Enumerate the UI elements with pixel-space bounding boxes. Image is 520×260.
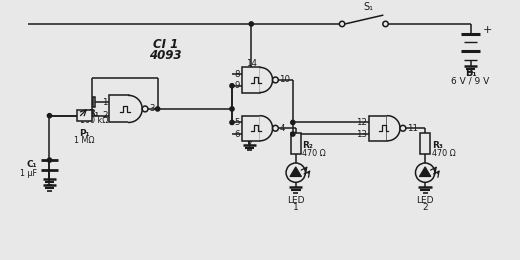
Text: 13: 13 bbox=[356, 129, 367, 139]
Text: 11: 11 bbox=[407, 124, 418, 133]
Text: 470 Ω: 470 Ω bbox=[303, 149, 326, 158]
FancyBboxPatch shape bbox=[242, 67, 260, 93]
Text: 470 Ω: 470 Ω bbox=[432, 149, 456, 158]
Text: 7: 7 bbox=[246, 141, 252, 150]
Text: 4: 4 bbox=[279, 124, 285, 133]
Polygon shape bbox=[290, 167, 302, 177]
Text: 6 V / 9 V: 6 V / 9 V bbox=[451, 76, 490, 85]
Text: 1 MΩ: 1 MΩ bbox=[74, 136, 95, 145]
Text: +: + bbox=[483, 25, 492, 35]
Bar bbox=[76, 110, 92, 121]
Text: C₁: C₁ bbox=[27, 160, 37, 170]
Circle shape bbox=[47, 114, 51, 118]
Text: 14: 14 bbox=[246, 59, 257, 68]
Polygon shape bbox=[260, 116, 272, 141]
FancyBboxPatch shape bbox=[369, 116, 387, 141]
Polygon shape bbox=[387, 116, 400, 141]
Text: R₃: R₃ bbox=[432, 141, 443, 150]
Bar bbox=[93, 97, 95, 107]
Circle shape bbox=[415, 163, 435, 182]
Circle shape bbox=[230, 120, 234, 125]
Circle shape bbox=[400, 125, 406, 131]
Text: R₁: R₁ bbox=[88, 109, 99, 118]
Text: CI 1: CI 1 bbox=[153, 38, 178, 51]
Polygon shape bbox=[419, 167, 431, 177]
Text: R₂: R₂ bbox=[303, 141, 314, 150]
Bar bbox=[291, 133, 301, 154]
Text: 9: 9 bbox=[235, 81, 240, 90]
Circle shape bbox=[383, 21, 388, 27]
Text: 1: 1 bbox=[102, 98, 108, 107]
FancyBboxPatch shape bbox=[109, 95, 128, 122]
Text: 4093: 4093 bbox=[149, 49, 181, 62]
Circle shape bbox=[286, 163, 305, 182]
Circle shape bbox=[230, 84, 234, 88]
Text: 2: 2 bbox=[422, 203, 428, 212]
Text: S₁: S₁ bbox=[363, 2, 374, 12]
Text: 6: 6 bbox=[234, 129, 240, 139]
Text: 1: 1 bbox=[293, 203, 298, 212]
Circle shape bbox=[272, 125, 278, 131]
Circle shape bbox=[272, 77, 278, 83]
Circle shape bbox=[230, 107, 234, 111]
Text: B₁: B₁ bbox=[465, 68, 476, 78]
Text: P₁: P₁ bbox=[79, 129, 89, 138]
FancyBboxPatch shape bbox=[242, 116, 260, 141]
Circle shape bbox=[291, 120, 295, 125]
Bar bbox=[420, 133, 430, 154]
Polygon shape bbox=[260, 67, 272, 93]
Circle shape bbox=[155, 107, 160, 111]
Circle shape bbox=[142, 106, 148, 112]
Circle shape bbox=[47, 158, 51, 162]
Text: 10: 10 bbox=[279, 75, 290, 84]
Text: LED: LED bbox=[287, 196, 305, 205]
Text: 12: 12 bbox=[356, 118, 367, 127]
Polygon shape bbox=[128, 95, 142, 122]
Text: 3: 3 bbox=[149, 105, 154, 113]
Circle shape bbox=[291, 132, 295, 136]
Text: 1 μF: 1 μF bbox=[20, 169, 37, 178]
Text: 5: 5 bbox=[234, 118, 240, 127]
Circle shape bbox=[340, 21, 345, 27]
Circle shape bbox=[249, 22, 253, 26]
Text: 2: 2 bbox=[102, 111, 108, 120]
Text: 100 kΩ: 100 kΩ bbox=[80, 116, 108, 125]
Text: 8: 8 bbox=[234, 70, 240, 79]
Text: LED: LED bbox=[417, 196, 434, 205]
